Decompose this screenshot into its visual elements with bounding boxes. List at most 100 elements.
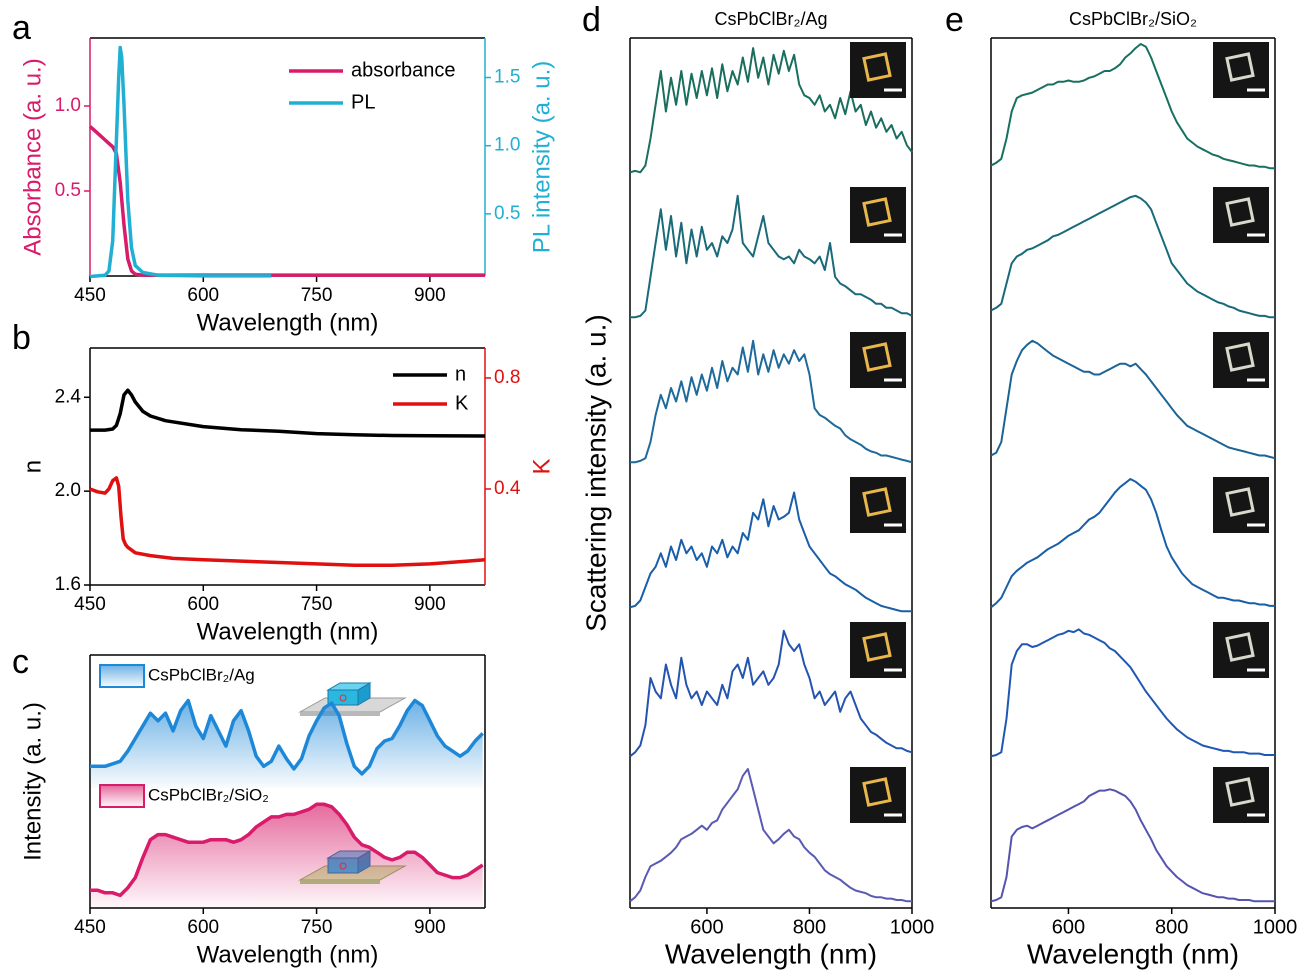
particle: [862, 342, 892, 372]
micrograph-inset: [1213, 332, 1269, 388]
x-tick-label: 900: [414, 285, 446, 306]
data-line: [88, 125, 485, 277]
data-line: [90, 802, 484, 898]
data-line: [990, 628, 1275, 758]
y-axis-title: Intensity (a. u.): [19, 702, 46, 861]
x-tick-label: 450: [74, 285, 106, 306]
data-line: [629, 768, 912, 903]
panel-letter: d: [582, 1, 601, 39]
x-tick-label: 600: [1052, 916, 1085, 938]
x-tick-label: 750: [301, 285, 333, 306]
y-tick-label: 2.4: [55, 386, 82, 407]
particle: [1225, 777, 1255, 807]
particle: [1225, 52, 1255, 82]
y2-tick-label: 0.5: [494, 203, 520, 224]
x-axis-title: Wavelength (nm): [665, 938, 877, 969]
particle: [1225, 632, 1255, 662]
y2-tick-label: 0.8: [494, 367, 520, 388]
panel: e CsPbClBr₂/SiO₂ 600 800 1000 Wavelength (nm): [945, 1, 1297, 969]
x-tick-label: 600: [187, 285, 219, 306]
x-axis-title: Wavelength (nm): [197, 309, 379, 336]
panel: a 450 600 750 900 0.5 1.0 0.5 1.0 1.5 Wavelength (…: [12, 9, 555, 336]
y2-tick-label: 0.4: [494, 478, 521, 499]
data-line: [630, 339, 913, 464]
data-line: [629, 47, 913, 174]
legend-label: absorbance: [351, 59, 456, 81]
x-tick-label: 600: [187, 917, 219, 938]
data-line: [629, 491, 912, 613]
legend-label: PL: [351, 91, 375, 113]
data-line: [89, 476, 486, 568]
dipole: [339, 694, 347, 702]
y2-axis-title: K: [528, 458, 555, 474]
x-tick-label: 600: [187, 594, 219, 615]
x-tick-label: 800: [1155, 916, 1188, 938]
panel: d CsPbClBr₂/Ag 600 800 1000 Wavelength (nm) Sc…: [580, 1, 934, 969]
y-axis-title: Absorbance (a. u.): [19, 58, 46, 255]
micrograph-inset: [850, 42, 906, 98]
legend-label: n: [455, 363, 466, 385]
panel-title: CsPbClBr₂/SiO₂: [1069, 9, 1197, 29]
area-fill: [90, 700, 483, 788]
data-line: [990, 478, 1275, 609]
legend-swatch: [99, 664, 145, 688]
particle: [1225, 487, 1255, 517]
substrate-inset-ag: [298, 682, 407, 716]
x-axis-title: Wavelength (nm): [197, 941, 379, 968]
legend-label: K: [455, 392, 469, 414]
legend-swatch: [99, 784, 145, 808]
particle: [862, 487, 892, 517]
panel: c 450 600 750 900 Wavelength (nm) Intensity (a…: [12, 643, 486, 968]
data-line: [629, 629, 913, 758]
micrograph-inset: [850, 332, 906, 388]
x-tick-label: 750: [301, 594, 333, 615]
data-line: [90, 698, 484, 776]
micrograph-inset: [1213, 477, 1269, 533]
legend-label: CsPbClBr₂/SiO₂: [148, 785, 269, 804]
panel-letter: e: [945, 1, 964, 39]
data-line: [990, 788, 1275, 903]
data-line: [990, 194, 1275, 319]
y2-axis-title: PL intensity (a. u.): [528, 61, 555, 254]
panel: b 450 600 750 900 1.6 2.0 2.4 0.4 0.8 Wavelength (…: [12, 319, 555, 645]
micrograph-inset: [850, 477, 906, 533]
crystal-side: [357, 682, 371, 706]
y2-tick-label: 1.5: [494, 67, 520, 88]
panel-letter: c: [12, 643, 29, 681]
panel-letter: a: [12, 9, 31, 47]
micrograph-inset: [1213, 767, 1269, 823]
data-line: [990, 339, 1276, 460]
particle: [1225, 197, 1255, 227]
particle: [862, 197, 892, 227]
micrograph-inset: [1213, 622, 1269, 678]
x-tick-label: 1000: [890, 916, 935, 938]
data-line: [89, 45, 272, 279]
x-tick-label: 450: [74, 594, 106, 615]
x-tick-label: 600: [690, 916, 723, 938]
micrograph-inset: [850, 767, 906, 823]
data-line: [990, 43, 1275, 170]
particle: [862, 777, 892, 807]
y-tick-label: 1.6: [55, 574, 81, 595]
x-tick-label: 750: [301, 917, 333, 938]
y-tick-label: 0.5: [55, 180, 81, 201]
x-axis-title: Wavelength (nm): [1027, 938, 1239, 969]
panel-title: CsPbClBr₂/Ag: [714, 9, 827, 29]
area-fill: [90, 804, 483, 908]
x-axis-title: Wavelength (nm): [197, 618, 379, 645]
y-axis-title: Scattering intensity (a. u.): [580, 314, 611, 631]
particle: [1225, 342, 1255, 372]
micrograph-inset: [850, 187, 906, 243]
data-line: [90, 388, 486, 438]
micrograph-inset: [1213, 187, 1269, 243]
particle: [862, 632, 892, 662]
x-tick-label: 900: [414, 917, 446, 938]
x-tick-label: 450: [74, 917, 106, 938]
y-tick-label: 2.0: [55, 480, 81, 501]
micrograph-inset: [1213, 42, 1269, 98]
y-axis-title: n: [19, 460, 46, 473]
panel-letter: b: [12, 319, 31, 357]
data-line: [630, 194, 913, 319]
